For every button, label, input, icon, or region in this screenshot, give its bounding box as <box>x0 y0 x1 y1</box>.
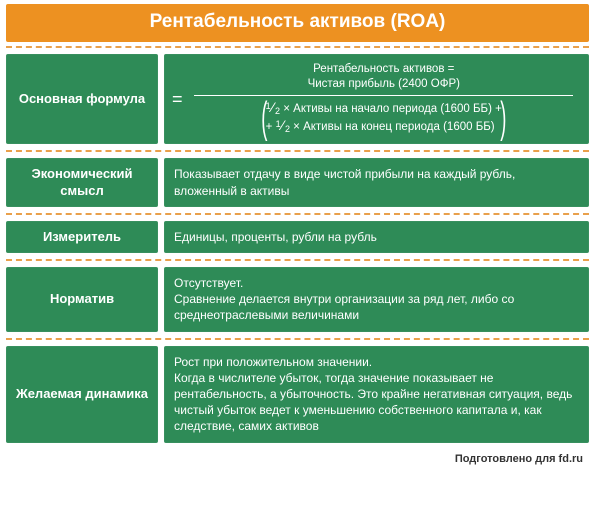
denom-line2: × Активы на конец периода (1600 ББ) <box>293 121 494 133</box>
title-bar: Рентабельность активов (ROA) <box>6 4 589 42</box>
value-dynamic: Рост при положительном значении.Когда в … <box>164 346 589 443</box>
label-dynamic: Желаемая динамика <box>6 346 158 443</box>
infographic-container: Рентабельность активов (ROA) Основная фо… <box>0 0 595 475</box>
fraction: Рентабельность активов = Чистая прибыль … <box>187 62 581 136</box>
value-meaning: Показывает отдачу в виде чистой прибыли … <box>164 158 589 207</box>
numerator-line1: Рентабельность активов = <box>313 62 454 77</box>
row-unit: Измеритель Единицы, проценты, рубли на р… <box>6 213 589 259</box>
fraction-numerator: Рентабельность активов = Чистая прибыль … <box>194 62 573 96</box>
value-norm: Отсутствует.Сравнение делается внутри ор… <box>164 267 589 332</box>
numerator-line2: Чистая прибыль (2400 ОФР) <box>308 77 460 92</box>
row-norm: Норматив Отсутствует.Сравнение делается … <box>6 259 589 338</box>
label-formula: Основная формула <box>6 54 158 144</box>
value-unit: Единицы, проценты, рубли на рубль <box>164 221 589 253</box>
row-meaning: Экономический смысл Показывает отдачу в … <box>6 150 589 213</box>
half-fraction-icon: 1⁄2 <box>266 100 280 116</box>
footer-credit: Подготовлено для fd.ru <box>6 449 589 465</box>
row-formula: Основная формула = Рентабельность активо… <box>6 46 589 150</box>
label-norm: Норматив <box>6 267 158 332</box>
value-formula: = Рентабельность активов = Чистая прибыл… <box>164 54 589 144</box>
label-meaning: Экономический смысл <box>6 158 158 207</box>
fraction-denominator: ( 1⁄2 × Активы на начало периода (1600 Б… <box>265 99 502 136</box>
equals-sign: = <box>172 87 187 111</box>
label-unit: Измеритель <box>6 221 158 253</box>
half-fraction-icon: 1⁄2 <box>276 118 290 134</box>
right-bracket: ) <box>500 99 506 136</box>
denom-line1: × Активы на начало периода (1600 ББ) + <box>283 103 502 115</box>
row-dynamic: Желаемая динамика Рост при положительном… <box>6 338 589 449</box>
